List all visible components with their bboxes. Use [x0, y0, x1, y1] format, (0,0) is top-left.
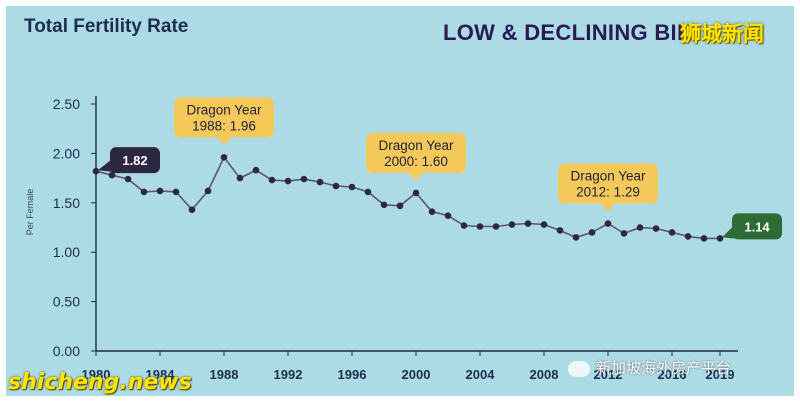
data-point	[572, 234, 580, 241]
data-point	[284, 177, 292, 185]
x-tick-label: 1988	[210, 367, 239, 382]
data-point	[652, 225, 660, 232]
x-tick-label: 1992	[274, 367, 303, 382]
data-point	[604, 220, 612, 227]
end-value-label: 1.14	[744, 219, 770, 234]
data-point	[492, 223, 500, 230]
data-point	[172, 188, 180, 196]
data-point	[508, 221, 516, 228]
watermark-wechat: 新加坡海外房产平台	[568, 357, 731, 378]
callout-title: Dragon Year	[378, 138, 454, 153]
chart-panel	[6, 6, 794, 396]
data-point	[364, 188, 372, 196]
start-value-callout-box	[110, 147, 160, 174]
data-point	[444, 212, 452, 219]
data-point	[252, 166, 260, 174]
start-value-label: 1.82	[122, 153, 147, 168]
data-points	[92, 154, 724, 242]
data-point	[348, 183, 356, 191]
y-tick-label: 1.50	[53, 195, 80, 211]
dragon-year-callout-box	[174, 97, 274, 138]
y-tick-label: 0.50	[53, 294, 80, 310]
data-point	[588, 229, 596, 236]
wechat-icon	[568, 360, 590, 377]
data-point	[412, 189, 420, 197]
data-point	[476, 223, 484, 230]
data-point	[156, 187, 164, 195]
data-point	[188, 206, 196, 214]
data-point	[92, 167, 100, 175]
callout-pointer	[217, 137, 231, 146]
x-tick-label: 2008	[530, 367, 559, 382]
data-point	[700, 235, 708, 242]
data-point	[124, 175, 132, 183]
y-tick-label: 1.00	[53, 244, 80, 260]
x-tick-label: 2000	[402, 367, 431, 382]
watermark-top: 狮城新闻	[680, 22, 764, 46]
y-tick-label: 0.00	[53, 343, 80, 359]
data-point	[556, 227, 564, 234]
data-point	[332, 182, 340, 190]
watermark-bottom: shicheng.news	[8, 370, 192, 395]
callout-value: 2000: 1.60	[384, 154, 448, 169]
data-point	[460, 222, 468, 229]
data-point	[540, 221, 548, 228]
headline: LOW & DECLINING BIR	[443, 20, 694, 45]
tick-labels: 0.00 0.50 1.00 1.50 2.00 2.50 1980 1984 1988 1992…	[53, 96, 735, 382]
y-tick-label: 2.00	[53, 145, 80, 161]
series-line	[95, 155, 720, 240]
data-point	[524, 220, 532, 227]
y-axis-label: Per Female	[25, 189, 35, 236]
callout-value: 1988: 1.96	[192, 118, 256, 133]
data-point	[668, 229, 676, 236]
data-point	[300, 175, 308, 183]
callout-pointer	[409, 172, 423, 181]
data-point	[636, 224, 644, 231]
data-point	[396, 202, 404, 210]
data-point	[140, 188, 148, 196]
page-title: Total Fertility Rate	[24, 16, 189, 37]
data-point	[620, 230, 628, 237]
data-point	[716, 235, 724, 242]
data-point	[220, 154, 228, 161]
callout-title: Dragon Year	[186, 102, 262, 117]
chart-axes	[91, 96, 738, 356]
data-point	[684, 233, 692, 240]
callout-value: 2012: 1.29	[576, 185, 640, 200]
x-tick-label: 2016	[658, 367, 687, 382]
x-tick-label: 1984	[146, 367, 176, 382]
end-value-callout-box	[732, 213, 782, 240]
dragon-year-callout-box	[366, 132, 466, 173]
x-tick-label: 2004	[466, 367, 496, 382]
callout-title: Dragon Year	[570, 169, 646, 184]
callout-pointer	[601, 203, 615, 212]
x-tick-label: 2012	[594, 367, 623, 382]
x-tick-label: 1980	[82, 367, 111, 382]
data-point	[108, 171, 116, 179]
data-point	[268, 176, 276, 184]
callout-pointer	[722, 225, 744, 240]
data-point	[236, 174, 244, 182]
data-point	[428, 208, 436, 215]
x-tick-label: 1996	[338, 367, 367, 382]
watermark-wechat-text: 新加坡海外房产平台	[596, 359, 732, 377]
dragon-year-callout-box	[558, 163, 658, 204]
data-point	[204, 187, 212, 195]
series-line-layer	[95, 155, 720, 240]
y-tick-label: 2.50	[53, 96, 80, 112]
callout-pointer	[98, 159, 122, 174]
x-tick-label: 2019	[706, 367, 735, 382]
data-point	[380, 201, 388, 209]
data-point	[316, 178, 324, 186]
